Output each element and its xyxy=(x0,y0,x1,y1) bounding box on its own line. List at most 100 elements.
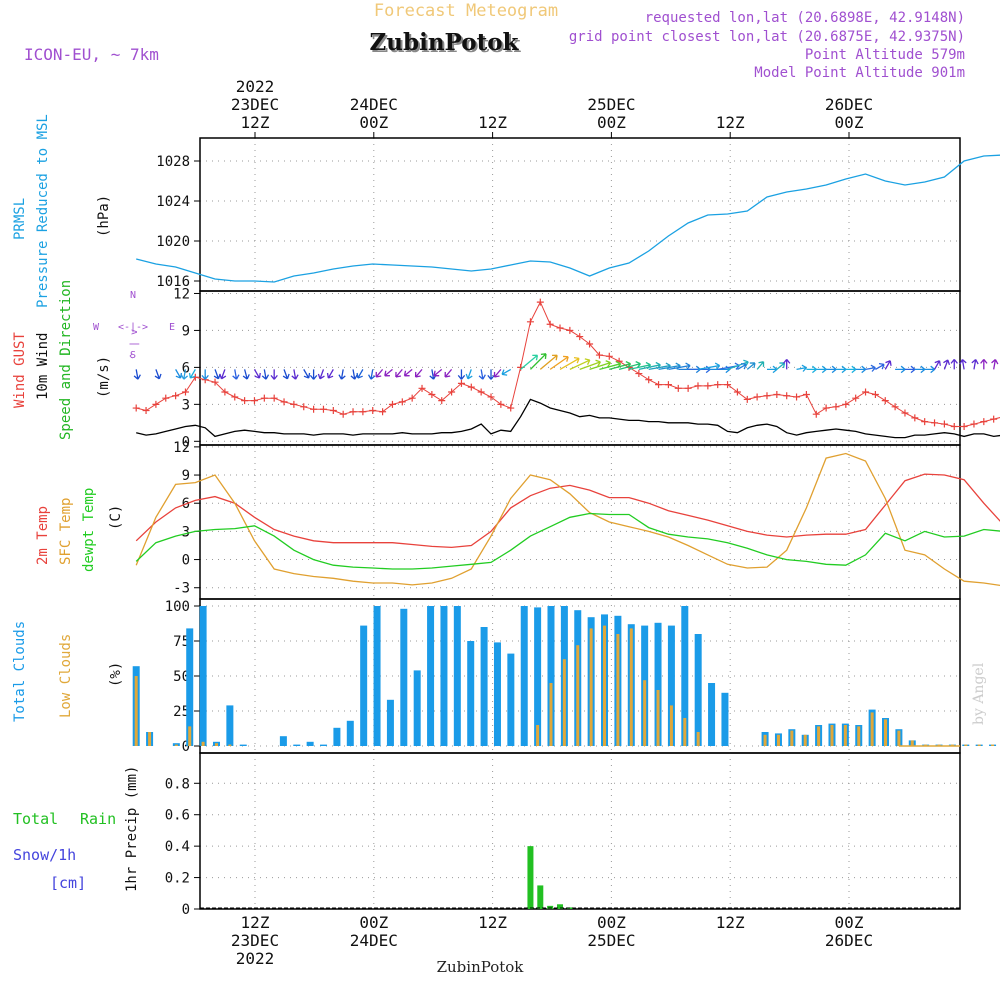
wind-direction-arrow xyxy=(806,365,817,374)
total-clouds-label: Total Clouds xyxy=(12,621,28,722)
wind-direction-arrow xyxy=(201,369,209,380)
wind-direction-arrow xyxy=(261,369,270,380)
wind-gust-marker xyxy=(536,298,544,306)
wind-direction-arrow xyxy=(766,365,778,374)
wind-gust-marker xyxy=(290,400,298,408)
wind-direction-arrow xyxy=(367,369,376,380)
wind-direction-arrow xyxy=(959,359,967,370)
wind-gust-marker xyxy=(842,400,850,408)
ytick-label: 0 xyxy=(182,434,190,450)
wind-direction-arrow xyxy=(855,365,867,374)
low-cloud-bar xyxy=(174,744,178,746)
watermark: by Angel xyxy=(971,662,987,725)
wind-direction-arrow xyxy=(816,365,827,374)
wind-gust-marker xyxy=(388,400,396,408)
total-cloud-bar xyxy=(413,670,421,746)
wind-gust-marker xyxy=(743,395,751,403)
low-cloud-bar xyxy=(843,725,847,746)
wind-labels: Wind GUST 10m Wind Speed and Direction (… xyxy=(12,280,175,440)
temp-labels: 2m Temp SFC Temp dewpt Temp (C) xyxy=(35,488,124,572)
low-cloud-bar xyxy=(763,734,767,746)
total-cloud-bar xyxy=(667,625,675,746)
low-cloud-bar xyxy=(857,726,861,746)
wind-gust-marker xyxy=(379,408,387,416)
rain-bar xyxy=(537,885,544,909)
wind-gust-marker xyxy=(940,420,948,428)
ytick-label: 3 xyxy=(182,524,190,540)
low-cloud-bar xyxy=(656,690,660,746)
wind-direction-arrow xyxy=(865,364,876,372)
ytick-label: 0.4 xyxy=(165,839,190,855)
total-cloud-bar xyxy=(293,744,301,746)
wind-direction-arrow xyxy=(559,356,580,370)
total-cloud-bar xyxy=(239,744,247,746)
wind-direction-arrow xyxy=(487,369,495,380)
wind-gust-marker xyxy=(172,392,180,400)
wind-direction-arrow xyxy=(213,369,221,380)
rain-bar xyxy=(527,846,534,909)
location-title: ZubinPotok xyxy=(370,29,520,56)
wind-direction-arrow xyxy=(433,368,443,377)
precip-unit: 1hr Precip (mm) xyxy=(124,766,140,892)
wind-gust-marker xyxy=(211,378,219,386)
wind-gust-marker xyxy=(714,381,722,389)
wind-direction-arrow xyxy=(219,369,227,380)
product-title: Forecast Meteogram xyxy=(374,1,558,21)
ytick-label: 1016 xyxy=(156,274,190,290)
ytick-label: 6 xyxy=(182,360,190,376)
pressure-label-1: PRMSL xyxy=(12,198,28,240)
wind-10m-line xyxy=(136,398,1000,439)
wind-direction-arrow xyxy=(826,365,837,374)
panels: 1016102010241028036912-30369120255075100… xyxy=(156,137,961,918)
wind-direction-arrow xyxy=(356,369,364,379)
wind-direction-arrow xyxy=(338,369,346,380)
low-cloud-bar xyxy=(576,645,580,746)
low-cloud-bar xyxy=(148,732,152,746)
wind-gust-marker xyxy=(852,394,860,402)
wind-gust-marker xyxy=(132,404,140,412)
requested-coords: requested lon,lat (20.6898E, 42.9148N) xyxy=(645,10,965,26)
wind-gust-marker xyxy=(694,382,702,390)
total-cloud-bar xyxy=(694,634,702,746)
wind-direction-arrow xyxy=(904,365,916,374)
wind-direction-arrow xyxy=(796,364,807,372)
low-cloud-bar xyxy=(536,725,540,746)
wind-direction-arrow xyxy=(737,362,747,370)
wind-direction-arrow xyxy=(980,358,988,370)
wind-direction-arrow xyxy=(914,365,926,374)
wind-direction-arrow xyxy=(579,359,601,370)
total-cloud-bar xyxy=(480,627,488,746)
low-cloud-bar xyxy=(790,730,794,746)
wind-gust-marker xyxy=(763,392,771,400)
precip-rain-label: Rain xyxy=(80,810,116,828)
wind-gust-marker xyxy=(684,384,692,392)
wind-direction-arrow xyxy=(270,369,278,380)
temp-2m-line xyxy=(135,473,1000,549)
wind-10m-label: 10m Wind xyxy=(35,333,51,400)
bottom-tick-label: 12Z xyxy=(716,913,745,932)
panel-frame xyxy=(199,290,961,446)
wind-direction-arrow xyxy=(539,354,558,370)
temp-2m-label: 2m Temp xyxy=(35,506,51,565)
top-tick-label: 2022 xyxy=(236,77,275,96)
bottom-tick-label: 00Z xyxy=(835,913,864,932)
wind-gust-marker xyxy=(300,403,308,411)
top-tick-label: 25DEC xyxy=(587,95,635,114)
top-tick-label: 00Z xyxy=(359,113,388,132)
low-clouds-label: Low Clouds xyxy=(58,634,74,718)
compass-ns: ^ | v xyxy=(129,329,140,359)
low-cloud-bar xyxy=(696,732,700,746)
wind-gust-marker xyxy=(241,397,249,405)
wind-gust-marker xyxy=(576,333,584,341)
top-tick-label: 24DEC xyxy=(350,95,398,114)
wind-direction-arrow xyxy=(232,369,240,380)
ytick-label: 9 xyxy=(182,468,190,484)
low-cloud-bar xyxy=(817,726,821,746)
ytick-label: 0 xyxy=(182,553,190,569)
wind-direction-arrow xyxy=(253,369,261,379)
low-cloud-bar xyxy=(589,628,593,746)
clouds-unit: (%) xyxy=(108,662,124,687)
ytick-label: 12 xyxy=(173,440,190,456)
wind-direction-arrow xyxy=(782,358,791,370)
wind-direction-arrow xyxy=(326,369,334,379)
